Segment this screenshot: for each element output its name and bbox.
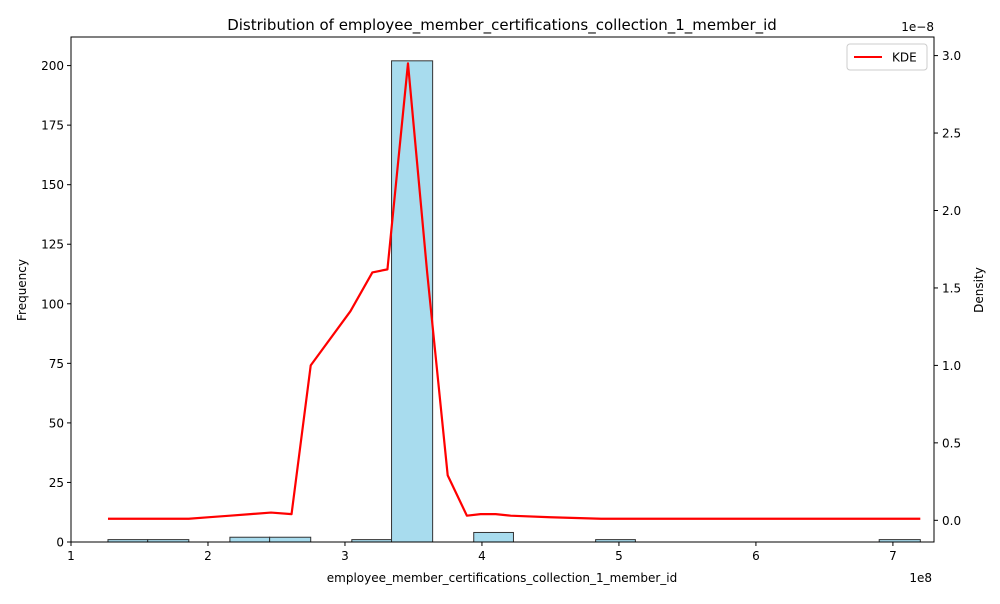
y2-tick-label: 0.0 [942,514,961,528]
x-axis-label: employee_member_certifications_collectio… [327,571,677,585]
histogram-bar [473,531,514,543]
y-tick-label: 125 [41,238,64,252]
y-axis-ticks: 0 25 50 75 100 125 150 175 200 [41,59,71,550]
x-tick-label: 4 [478,549,486,563]
y-tick-label: 75 [49,357,64,371]
y2-tick-label: 2.5 [942,127,961,141]
y-tick-label: 25 [49,476,64,490]
y-axis-label: Frequency [15,259,29,321]
y2-offset-label: 1e−8 [901,20,934,34]
y-tick-label: 150 [41,178,64,192]
y2-tick-label: 2.0 [942,204,961,218]
y-tick-label: 0 [56,536,64,550]
y-tick-label: 175 [41,119,64,133]
x-tick-label: 2 [204,549,212,563]
kde-line [107,62,921,520]
legend: KDE [846,43,928,71]
y2-axis-label: Density [972,267,986,313]
histogram-bar [391,60,434,543]
legend-box [846,43,928,71]
y2-tick-label: 0.5 [942,436,961,450]
x-tick-label: 6 [752,549,760,563]
x-tick-label: 7 [889,549,897,563]
plot-frame [70,36,935,543]
histogram-bars [107,60,921,543]
kde-layer [107,62,921,520]
y-tick-label: 200 [41,59,64,73]
x-tick-label: 5 [615,549,623,563]
y2-tick-label: 3.0 [942,49,961,63]
y-tick-label: 100 [41,297,64,311]
x-offset-label: 1e8 [909,571,932,585]
x-axis-ticks: 1 2 3 4 5 6 7 [67,542,897,563]
y2-tick-label: 1.0 [942,359,961,373]
chart-title: Distribution of employee_member_certific… [227,16,777,35]
x-tick-label: 3 [341,549,349,563]
x-tick-label: 1 [67,549,75,563]
histogram-bar [229,536,271,543]
y-tick-label: 50 [49,416,64,430]
legend-kde-label: KDE [892,51,917,65]
histogram-bar [269,536,312,543]
y2-tick-label: 1.5 [942,281,961,295]
y2-axis-ticks: 0.0 0.5 1.0 1.5 2.0 2.5 3.0 [934,49,961,528]
